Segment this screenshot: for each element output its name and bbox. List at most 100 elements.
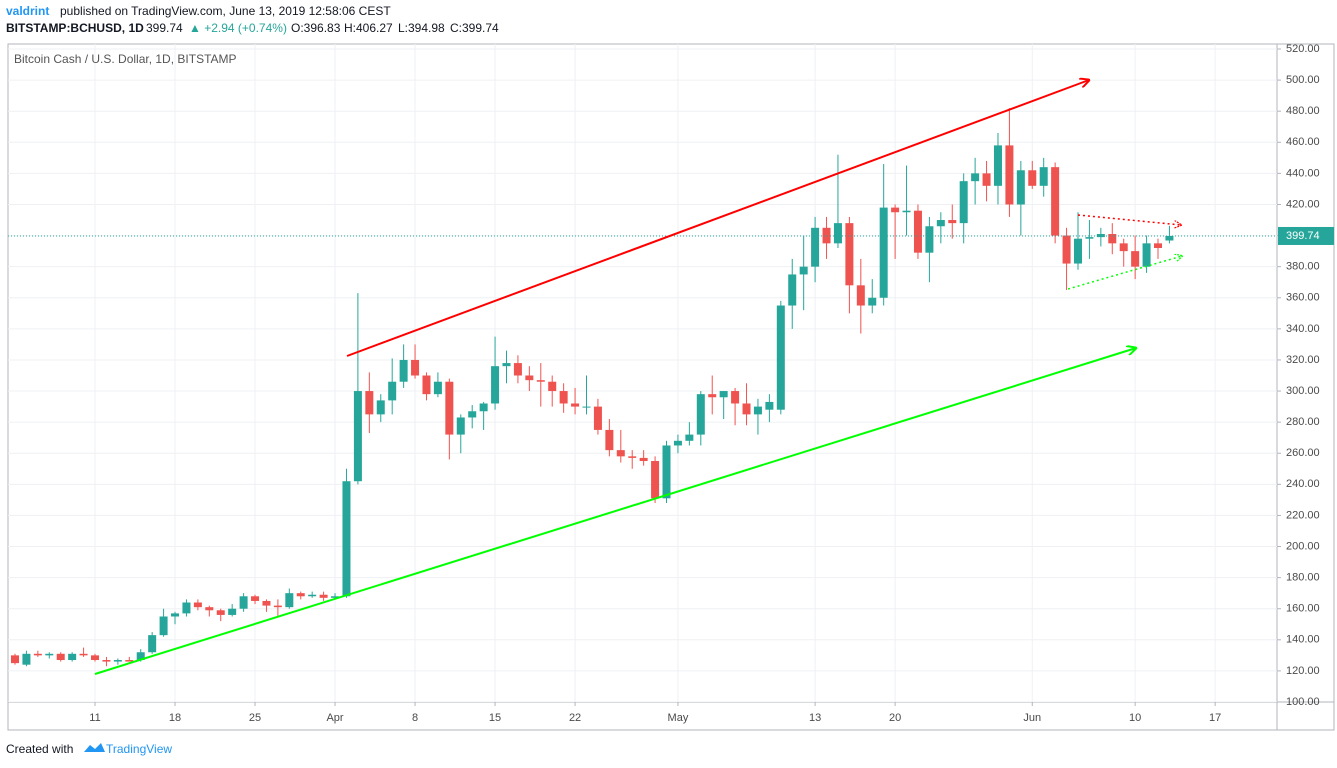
candle-body xyxy=(799,266,808,275)
candle-body xyxy=(548,381,557,392)
candle-body xyxy=(91,655,100,661)
candle-body xyxy=(68,653,77,661)
x-tick-label: 13 xyxy=(809,712,821,724)
candle-body xyxy=(422,375,431,395)
y-tick-label: 460.00 xyxy=(1286,136,1320,148)
y-tick-label: 500.00 xyxy=(1286,74,1320,86)
candle-body xyxy=(1005,145,1014,205)
frame xyxy=(7,43,1335,731)
candle-body xyxy=(171,613,180,617)
symbol: BITSTAMP:BCHUSD, 1D xyxy=(6,21,144,35)
candle-body xyxy=(285,593,294,608)
grid xyxy=(8,44,1277,702)
candle-body xyxy=(891,207,900,213)
ohlc-open: O:396.83 xyxy=(291,21,341,35)
x-tick-label: 22 xyxy=(569,712,581,724)
x-tick-label: 11 xyxy=(89,712,100,724)
candle-body xyxy=(822,227,831,244)
candle-body xyxy=(376,400,385,415)
candle-body xyxy=(411,359,420,376)
y-tick-label: 380.00 xyxy=(1286,261,1320,273)
candle-body xyxy=(708,394,717,398)
candle-body xyxy=(628,456,637,458)
candle-body xyxy=(719,391,728,398)
x-tick-label: 17 xyxy=(1209,712,1221,724)
candle-body xyxy=(22,653,31,665)
candle-body xyxy=(1016,170,1025,205)
candle-body xyxy=(182,602,191,614)
candle-body xyxy=(136,652,145,661)
x-tick-label: 18 xyxy=(169,712,181,724)
candle-body xyxy=(513,363,522,376)
ohlc-close: C:399.74 xyxy=(450,21,499,35)
candle-body xyxy=(296,593,305,597)
candle-body xyxy=(1142,243,1151,267)
x-tick-label: Jun xyxy=(1023,712,1041,724)
candle-body xyxy=(273,605,282,608)
candle-body xyxy=(193,602,202,608)
published: published on TradingView.com, June 13, 2… xyxy=(60,4,391,18)
y-tick-label: 520.00 xyxy=(1286,43,1320,55)
footer-created: Created with xyxy=(6,742,73,756)
resistance-line xyxy=(346,80,1089,357)
candle-body xyxy=(502,363,511,367)
x-tick-label: 10 xyxy=(1129,712,1141,724)
candle-body xyxy=(1131,251,1140,267)
candle-body xyxy=(673,440,682,446)
candle-body xyxy=(971,173,980,182)
candle-body xyxy=(582,406,591,408)
candle-body xyxy=(959,181,968,224)
y-tick-label: 160.00 xyxy=(1286,603,1320,615)
y-tick-label: 180.00 xyxy=(1286,572,1320,584)
candle-body xyxy=(479,403,488,412)
candle-body xyxy=(353,391,362,482)
candle-body xyxy=(696,394,705,435)
candle-body xyxy=(936,220,945,227)
candle-body xyxy=(399,359,408,382)
y-tick-label: 320.00 xyxy=(1286,354,1320,366)
triangle-top xyxy=(1077,214,1181,225)
y-tick-label: 240.00 xyxy=(1286,478,1320,490)
candle-body xyxy=(993,145,1002,186)
candle-body xyxy=(456,417,465,435)
candle-body xyxy=(1165,235,1174,241)
candle-body xyxy=(491,366,500,404)
candle-body xyxy=(262,600,271,606)
candle-body xyxy=(639,457,648,462)
candle-body xyxy=(868,297,877,306)
candle-body xyxy=(1051,167,1060,236)
x-tick-label: 8 xyxy=(412,712,418,724)
price: 399.74 xyxy=(146,21,183,35)
candle-body xyxy=(982,173,991,186)
drawings xyxy=(94,80,1182,675)
publisher[interactable]: valdrint xyxy=(6,4,49,18)
candle-body xyxy=(845,223,854,286)
candle-body xyxy=(948,220,957,224)
footer-brand[interactable]: TradingView xyxy=(106,742,172,756)
candle-body xyxy=(468,411,477,418)
candle-body xyxy=(1039,167,1048,186)
candle-body xyxy=(879,207,888,298)
y-tick-label: 100.00 xyxy=(1286,696,1320,708)
candles xyxy=(8,108,1277,667)
candle-body xyxy=(113,660,122,662)
candle-body xyxy=(205,607,214,611)
candle-body xyxy=(571,403,580,407)
candle-body xyxy=(811,227,820,267)
candle-body xyxy=(331,596,340,598)
y-tick-label: 280.00 xyxy=(1286,416,1320,428)
candle-body xyxy=(1119,243,1128,252)
x-tick-label: 25 xyxy=(249,712,261,724)
y-tick-label: 120.00 xyxy=(1286,665,1320,677)
change: ▲ +2.94 (+0.74%) xyxy=(189,21,287,35)
x-tick-label: 15 xyxy=(489,712,501,724)
candle-body xyxy=(319,594,328,598)
candle-body xyxy=(925,226,934,253)
candle-body xyxy=(433,381,442,395)
candle-body xyxy=(11,655,19,664)
candle-body xyxy=(776,305,785,410)
candle-body xyxy=(1108,234,1117,244)
candle-body xyxy=(616,450,625,457)
candle-body xyxy=(788,274,797,306)
